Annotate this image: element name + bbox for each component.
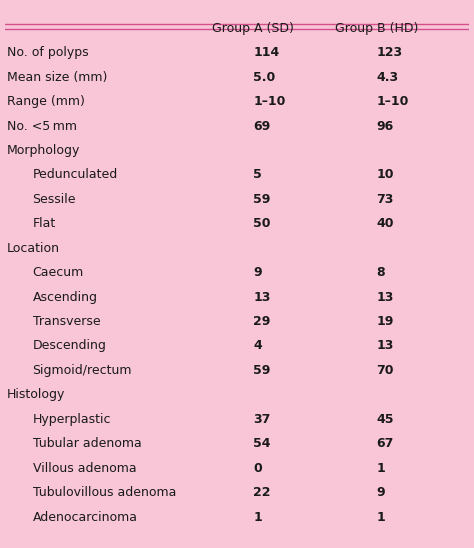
- Text: 1: 1: [253, 511, 262, 523]
- Text: 114: 114: [253, 46, 280, 59]
- Text: 73: 73: [376, 193, 394, 206]
- Text: Caecum: Caecum: [33, 266, 84, 279]
- Text: Histology: Histology: [7, 389, 65, 401]
- Text: Tubular adenoma: Tubular adenoma: [33, 437, 141, 450]
- Text: Range (mm): Range (mm): [7, 95, 85, 108]
- Text: Sigmoid/rectum: Sigmoid/rectum: [33, 364, 132, 377]
- Text: 59: 59: [253, 193, 271, 206]
- Text: 9: 9: [253, 266, 262, 279]
- Text: 19: 19: [376, 315, 394, 328]
- Text: 1: 1: [376, 461, 385, 475]
- Text: 8: 8: [376, 266, 385, 279]
- Text: 37: 37: [253, 413, 271, 426]
- Text: 70: 70: [376, 364, 394, 377]
- Text: 45: 45: [376, 413, 394, 426]
- Text: Pedunculated: Pedunculated: [33, 168, 118, 181]
- Text: 59: 59: [253, 364, 271, 377]
- Text: 0: 0: [253, 461, 262, 475]
- Text: Mean size (mm): Mean size (mm): [7, 71, 108, 84]
- Text: Hyperplastic: Hyperplastic: [33, 413, 111, 426]
- Text: 13: 13: [253, 290, 271, 304]
- Text: Sessile: Sessile: [33, 193, 76, 206]
- Text: 40: 40: [376, 218, 394, 230]
- Text: 5.0: 5.0: [253, 71, 275, 84]
- Text: Group B (HD): Group B (HD): [335, 21, 418, 35]
- Text: 54: 54: [253, 437, 271, 450]
- Text: Group A (SD): Group A (SD): [212, 21, 294, 35]
- Text: 67: 67: [376, 437, 394, 450]
- Text: 1–10: 1–10: [376, 95, 409, 108]
- Text: 69: 69: [253, 119, 271, 133]
- Text: Flat: Flat: [33, 218, 56, 230]
- Text: No. <5 mm: No. <5 mm: [7, 119, 77, 133]
- Text: 9: 9: [376, 486, 385, 499]
- Text: Transverse: Transverse: [33, 315, 100, 328]
- Text: 5: 5: [253, 168, 262, 181]
- Text: Tubulovillous adenoma: Tubulovillous adenoma: [33, 486, 176, 499]
- Text: 4.3: 4.3: [376, 71, 399, 84]
- Text: Villous adenoma: Villous adenoma: [33, 461, 136, 475]
- Text: Ascending: Ascending: [33, 290, 98, 304]
- Text: 10: 10: [376, 168, 394, 181]
- Text: No. of polyps: No. of polyps: [7, 46, 89, 59]
- Text: 22: 22: [253, 486, 271, 499]
- Text: 1: 1: [376, 511, 385, 523]
- Text: Location: Location: [7, 242, 60, 255]
- Text: Adenocarcinoma: Adenocarcinoma: [33, 511, 137, 523]
- Text: 13: 13: [376, 290, 394, 304]
- Text: 50: 50: [253, 218, 271, 230]
- Text: 96: 96: [376, 119, 393, 133]
- Text: 29: 29: [253, 315, 271, 328]
- Text: Morphology: Morphology: [7, 144, 81, 157]
- Text: 123: 123: [376, 46, 402, 59]
- Text: 4: 4: [253, 339, 262, 352]
- Text: Descending: Descending: [33, 339, 107, 352]
- Text: 1–10: 1–10: [253, 95, 286, 108]
- Text: 13: 13: [376, 339, 394, 352]
